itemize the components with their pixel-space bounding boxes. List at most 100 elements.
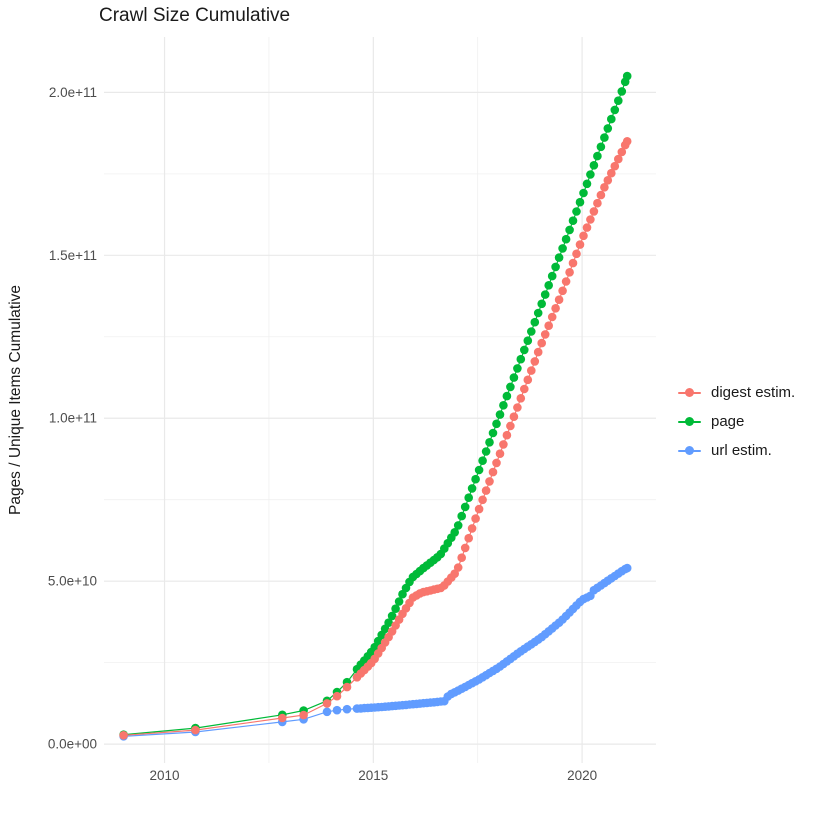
legend: digest estim. page url estim.	[678, 378, 795, 465]
data-point	[457, 511, 467, 521]
data-point	[488, 467, 498, 477]
data-point	[495, 449, 505, 459]
data-point	[322, 707, 332, 717]
data-point	[471, 474, 480, 484]
data-point	[387, 611, 397, 621]
data-point	[499, 401, 508, 410]
data-point	[537, 338, 546, 348]
data-point	[600, 183, 609, 192]
data-point	[342, 704, 352, 714]
y-tick-label: 1.0e+11	[49, 411, 97, 426]
data-point	[600, 133, 609, 142]
data-point	[596, 142, 606, 152]
data-point	[332, 691, 342, 701]
data-point	[278, 713, 287, 723]
data-point	[582, 179, 592, 189]
data-point	[453, 563, 463, 572]
series-page	[119, 71, 632, 739]
data-point	[575, 197, 585, 207]
data-point	[540, 290, 550, 299]
data-point	[506, 421, 515, 431]
data-point	[561, 277, 571, 286]
data-point	[617, 147, 627, 157]
series-digest-estim-	[119, 137, 632, 740]
data-point	[527, 327, 536, 336]
data-point	[547, 312, 557, 322]
data-point	[119, 731, 128, 740]
y-tick-label: 0.0e+00	[48, 737, 97, 752]
data-point	[551, 262, 560, 272]
data-point	[467, 484, 477, 493]
legend-item: page	[678, 407, 795, 436]
legend-label: page	[711, 413, 745, 430]
data-point	[506, 382, 515, 392]
data-point	[568, 216, 578, 225]
data-point	[481, 486, 491, 495]
data-point	[610, 105, 620, 115]
data-point	[568, 258, 578, 268]
data-point	[622, 563, 632, 573]
data-point	[450, 528, 460, 537]
data-point	[516, 354, 526, 364]
axis-tick-labels: 0.0e+00 5.0e+10 1.0e+11 1.5e+11 2.0e+11 2010 2…	[48, 85, 597, 783]
data-point	[191, 725, 200, 735]
data-point	[332, 705, 342, 715]
data-point	[607, 168, 616, 178]
y-tick-label: 5.0e+10	[48, 574, 97, 589]
data-point	[478, 495, 487, 505]
data-point	[572, 207, 581, 216]
data-point	[460, 543, 470, 553]
data-point	[596, 190, 606, 200]
legend-item: url estim.	[678, 436, 795, 465]
data-point	[453, 521, 463, 530]
data-point	[502, 430, 512, 440]
data-point	[589, 207, 599, 216]
data-point	[467, 524, 477, 533]
data-point	[575, 240, 585, 249]
data-point	[391, 604, 400, 613]
data-point	[603, 176, 613, 185]
data-point	[586, 170, 595, 179]
legend-key-icon	[678, 388, 701, 398]
data-point	[488, 428, 498, 438]
data-point	[565, 225, 574, 235]
data-point	[610, 161, 620, 171]
data-point	[589, 161, 599, 170]
x-tick-label: 2010	[150, 768, 180, 783]
data-point	[523, 336, 533, 346]
data-point	[617, 87, 627, 96]
data-point	[520, 345, 529, 355]
data-point	[516, 394, 526, 403]
data-point	[322, 699, 332, 708]
data-point	[607, 114, 616, 124]
data-point	[384, 618, 393, 627]
y-tick-label: 2.0e+11	[49, 85, 97, 100]
data-point	[492, 419, 501, 429]
data-point	[579, 231, 588, 241]
chart-title: Crawl Size Cumulative	[99, 5, 291, 26]
data-point	[579, 188, 588, 198]
data-point	[547, 271, 557, 281]
data-point	[572, 249, 581, 259]
series-url-estim-	[119, 563, 632, 741]
legend-label: digest estim.	[711, 384, 796, 401]
data-point	[509, 412, 519, 422]
data-point	[485, 438, 494, 447]
data-point	[499, 440, 508, 449]
y-tick-label: 1.5e+11	[49, 248, 97, 263]
data-point	[394, 597, 404, 606]
data-point	[558, 286, 567, 296]
data-point	[457, 553, 467, 562]
data-point	[582, 223, 592, 232]
data-point	[622, 71, 632, 81]
data-point	[586, 215, 595, 224]
data-point	[342, 682, 352, 692]
gridlines	[104, 37, 656, 763]
data-point	[481, 447, 491, 456]
data-point	[513, 403, 522, 412]
data-point	[614, 154, 623, 164]
data-point	[474, 504, 484, 514]
data-point	[565, 268, 574, 277]
